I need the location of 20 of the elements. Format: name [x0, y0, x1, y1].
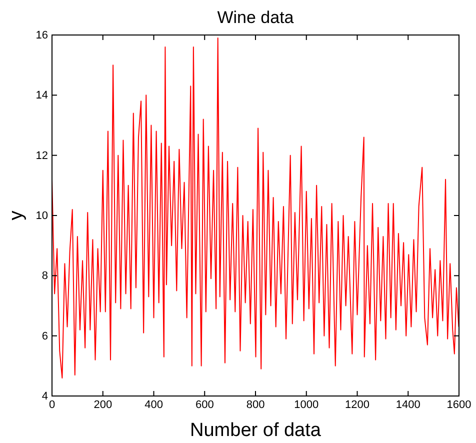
- chart-title: Wine data: [217, 8, 294, 27]
- x-axis-title: Number of data: [190, 420, 322, 441]
- y-tick-label: 10: [36, 210, 48, 222]
- y-axis-title: y: [6, 210, 27, 220]
- x-tick-label: 1600: [446, 398, 472, 411]
- x-tick-label: 1400: [396, 398, 420, 411]
- y-tick-label: 8: [42, 270, 48, 282]
- y-tick-label: 4: [42, 390, 48, 403]
- x-tick-label: 200: [94, 398, 112, 411]
- x-tick-label: 400: [144, 398, 163, 411]
- y-tick-label: 14: [36, 90, 48, 102]
- line-series: [52, 38, 460, 378]
- y-tick-label: 16: [36, 30, 48, 42]
- x-tick-label: 800: [246, 398, 265, 411]
- x-tick-label: 0: [48, 398, 56, 411]
- y-tick-label: 12: [36, 150, 48, 162]
- y-tick-label: 6: [42, 330, 48, 342]
- x-tick-label: 1200: [345, 398, 370, 411]
- x-tick-label: 600: [195, 398, 214, 411]
- x-tick-label: 1000: [294, 398, 319, 411]
